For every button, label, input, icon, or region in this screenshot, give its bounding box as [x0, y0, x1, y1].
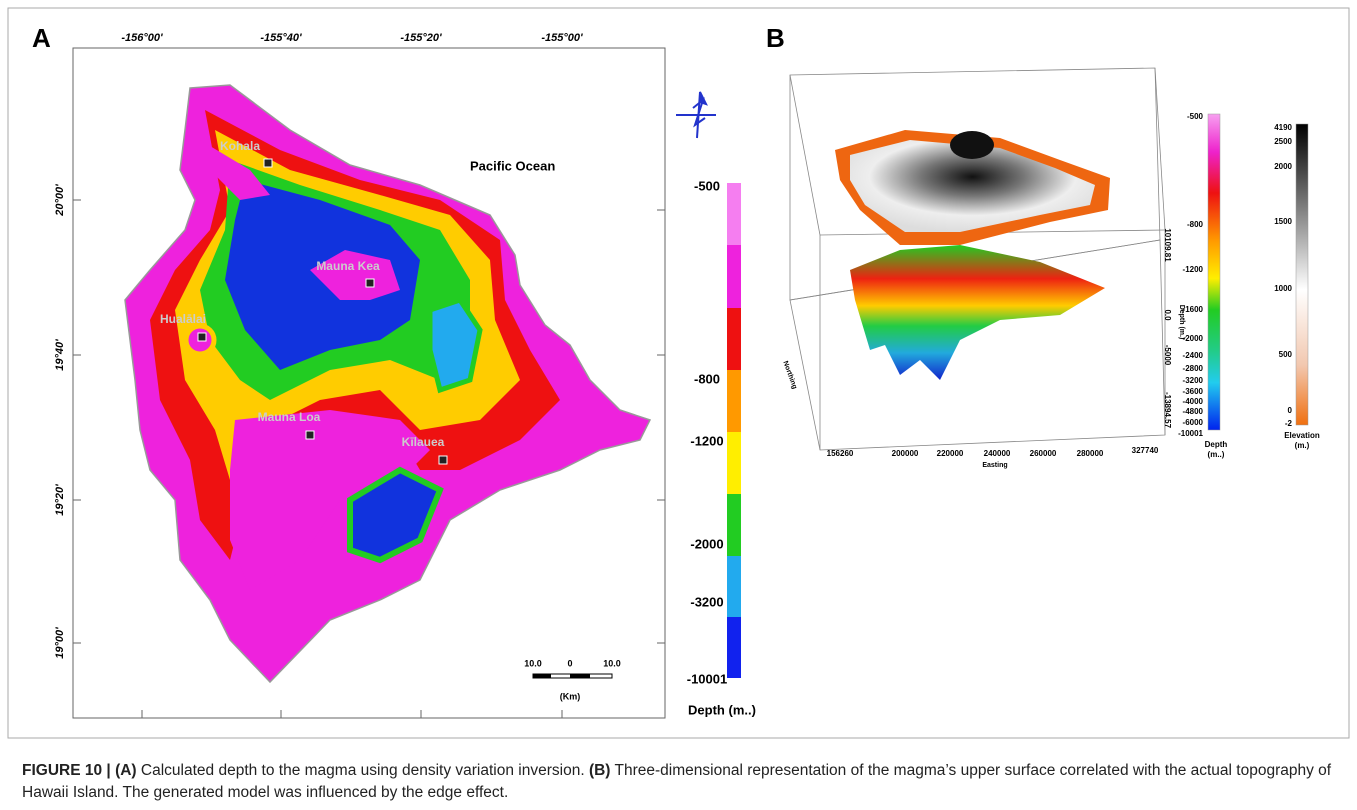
axis-tick: 156260 — [827, 449, 854, 458]
scale-label: 10.0 — [603, 658, 621, 668]
depth-colorbar — [1208, 114, 1220, 430]
place-label: Hualālai — [160, 312, 206, 326]
legend-tick: -6000 — [1183, 418, 1204, 427]
legend-tick: -2400 — [1183, 351, 1204, 360]
lat-ticks: 20°00' 19°40' 19°20' 19°00' — [54, 184, 66, 659]
page: A -156°00' -155°40' -155°20' -155°00' 20… — [0, 0, 1357, 810]
figure: A -156°00' -155°40' -155°20' -155°00' 20… — [0, 0, 1357, 745]
legend-title: Elevation — [1284, 431, 1320, 440]
lon-tick: -156°00' — [121, 32, 163, 44]
panel-label: A — [32, 23, 51, 53]
legend-title: Depth — [1205, 440, 1228, 449]
axis-title: Northing — [781, 360, 798, 390]
legend-title: (m..) — [1208, 450, 1225, 459]
place-label: Mauna Kea — [316, 259, 380, 273]
legend-tick: -3600 — [1183, 387, 1204, 396]
axis-tick: 200000 — [892, 449, 919, 458]
legend-tick: 1000 — [1274, 284, 1292, 293]
legend-tick: -2800 — [1183, 364, 1204, 373]
legend-tick: -4000 — [1183, 397, 1204, 406]
north-arrow — [676, 92, 716, 138]
caption-text: Calculated depth to the magma using dens… — [141, 762, 585, 779]
legend-tick: -2000 — [1183, 334, 1204, 343]
topography-surface — [835, 130, 1110, 245]
scale-label: 10.0 — [524, 658, 542, 668]
panel-label: B — [766, 23, 785, 53]
legend-tick: -2000 — [690, 536, 723, 551]
lat-tick: 19°20' — [54, 484, 66, 516]
lat-tick: 20°00' — [54, 184, 66, 217]
legend-title: Depth (m..) — [688, 702, 756, 717]
scale-bar: 10.0 0 10.0 (Km) — [524, 658, 621, 701]
legend-tick: -10001 — [687, 671, 727, 686]
place-label: Kohala — [220, 139, 260, 153]
scale-label: 0 — [567, 658, 572, 668]
lon-tick: -155°20' — [400, 32, 442, 44]
caption-label: (B) — [589, 762, 611, 779]
depth-legend-ticks: -500 -800 -1200 -2000 -3200 -10001 Depth… — [687, 178, 756, 717]
lat-tick: 19°40' — [54, 339, 66, 371]
legend-tick: -1200 — [690, 433, 723, 448]
magma-surface — [850, 245, 1105, 380]
legend-tick: -2 — [1285, 419, 1293, 428]
legend-tick: -500 — [1187, 112, 1204, 121]
lon-tick: -155°40' — [260, 32, 302, 44]
legend-tick: -10001 — [1178, 429, 1203, 438]
island-map — [125, 85, 650, 682]
caption: FIGURE 10 | (A) Calculated depth to the … — [22, 760, 1332, 804]
depth-colorbar — [727, 183, 741, 678]
place-label: Kīlauea — [402, 435, 445, 449]
lon-ticks: -156°00' -155°40' -155°20' -155°00' — [121, 32, 583, 44]
axis-tick: 0.0 — [1163, 309, 1172, 321]
axis-tick: 327740 — [1132, 446, 1159, 455]
legend-tick: -4800 — [1183, 407, 1204, 416]
easting-ticks: 156260 200000 220000 240000 260000 28000… — [781, 360, 1158, 469]
legend-tick: 4190 — [1274, 123, 1292, 132]
axis-tick: 220000 — [937, 449, 964, 458]
axis-tick: 10109.81 — [1163, 228, 1172, 262]
legend-tick: -800 — [1187, 220, 1204, 229]
legend-tick: 2500 — [1274, 137, 1292, 146]
legend-tick: 2000 — [1274, 162, 1292, 171]
legend-tick: -3200 — [690, 594, 723, 609]
ocean-label: Pacific Ocean — [470, 158, 555, 173]
legend-tick: -500 — [694, 178, 720, 193]
axis-tick: 240000 — [984, 449, 1011, 458]
axis-tick: 260000 — [1030, 449, 1057, 458]
caption-label: (A) — [115, 762, 137, 779]
elevation-colorbar — [1296, 124, 1308, 425]
legend-tick: -3200 — [1183, 376, 1204, 385]
legend-title: (m.) — [1295, 441, 1310, 450]
axis-tick: 280000 — [1077, 449, 1104, 458]
legend-tick: -1600 — [1183, 305, 1204, 314]
scale-unit: (Km) — [560, 691, 581, 701]
legend-tick: -800 — [694, 371, 720, 386]
figure-number: FIGURE 10 | — [22, 762, 111, 779]
place-label: Mauna Loa — [258, 410, 321, 424]
lon-tick: -155°00' — [541, 32, 583, 44]
legend-tick: 0 — [1288, 406, 1293, 415]
legend-tick: 1500 — [1274, 217, 1292, 226]
legend-tick: -1200 — [1183, 265, 1204, 274]
lat-tick: 19°00' — [54, 627, 66, 659]
axis-tick: -13894.57 — [1163, 392, 1172, 429]
legend-tick: 500 — [1279, 350, 1293, 359]
axis-tick: -5000 — [1163, 345, 1172, 366]
axis-title: Easting — [982, 462, 1007, 469]
